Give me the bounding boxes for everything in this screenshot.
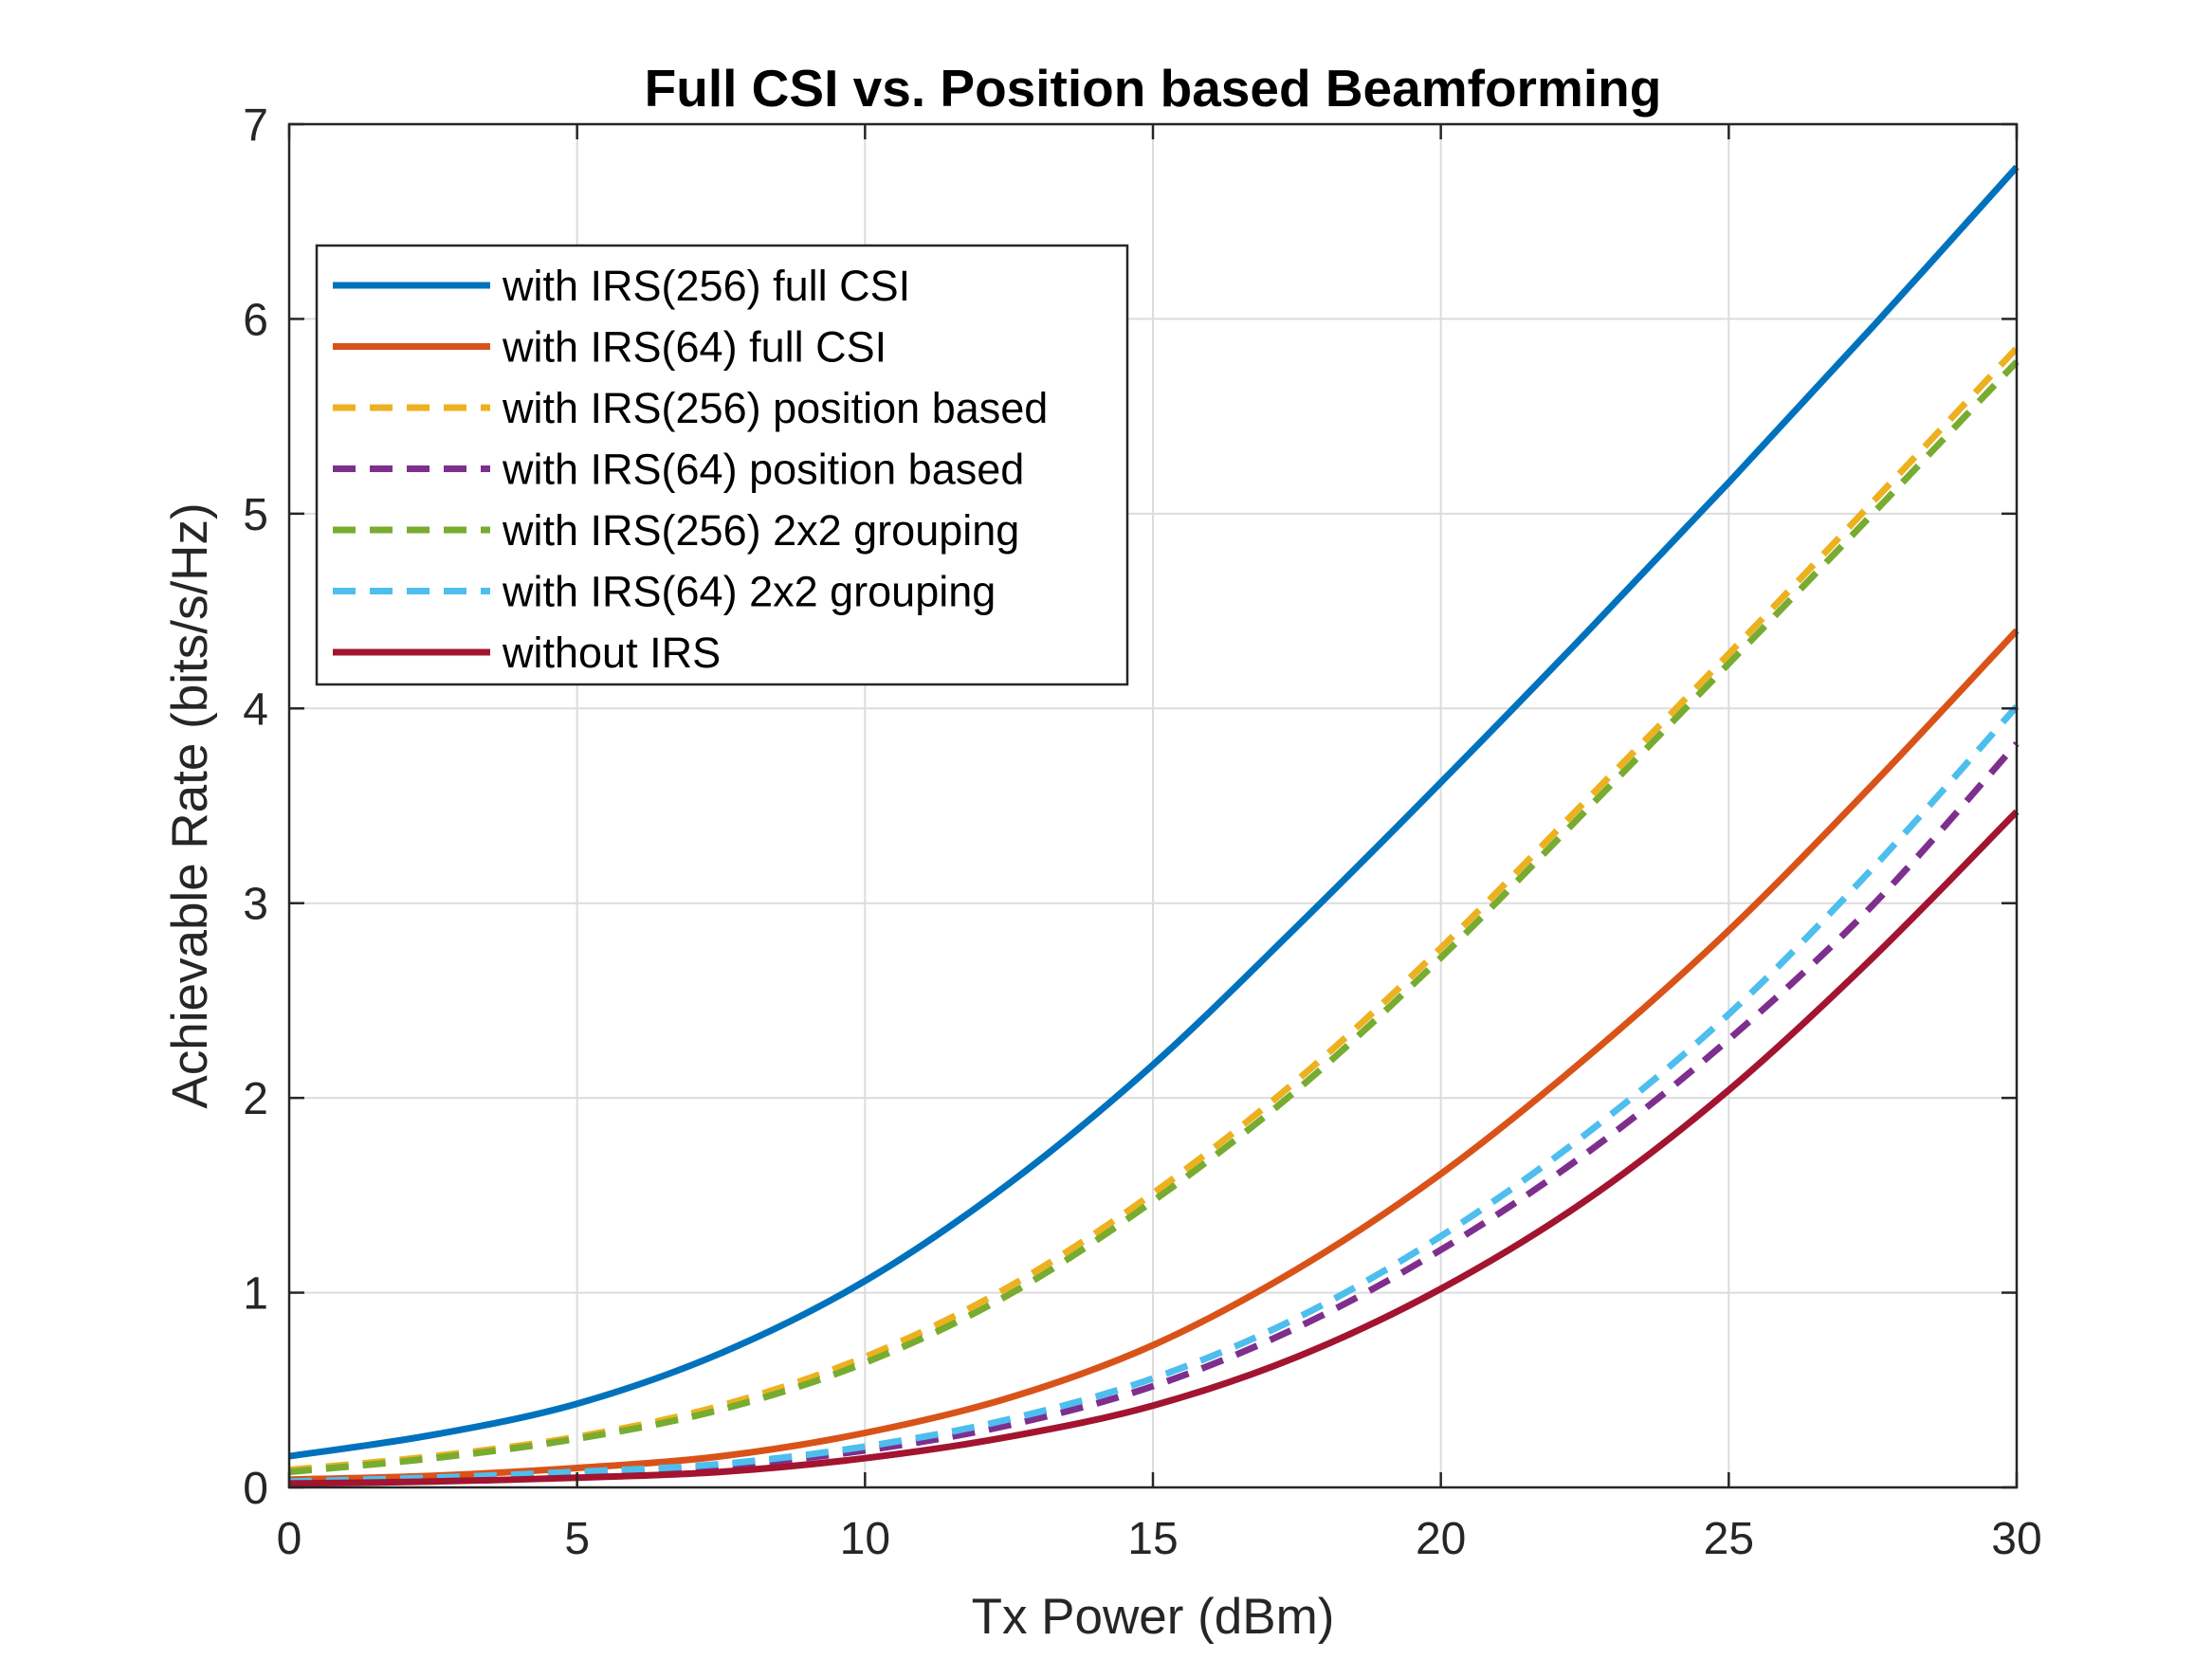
legend-label-4: with IRS(64) position based (502, 446, 1024, 494)
legend-box (315, 244, 1129, 686)
x-tick-label: 0 (277, 1514, 302, 1564)
y-axis-label: Achievable Rate (bits/s/Hz) (162, 502, 218, 1108)
x-tick-label: 5 (564, 1514, 590, 1564)
series-line-2 (288, 628, 2020, 1484)
y-tick-label: 3 (243, 880, 268, 930)
series-line-4 (288, 740, 2020, 1486)
x-tick-label: 30 (1991, 1514, 2041, 1564)
x-tick-label: 10 (840, 1514, 890, 1564)
y-tick-label: 2 (243, 1074, 268, 1124)
y-tick-label: 4 (243, 684, 268, 735)
y-tick-label: 1 (243, 1269, 268, 1320)
series-line-5 (288, 359, 2020, 1476)
x-tick-label: 20 (1416, 1514, 1466, 1564)
legend-label-1: with IRS(256) full CSI (502, 262, 910, 310)
series-line-1 (288, 164, 2020, 1460)
legend: with IRS(256) full CSI with IRS(64) full … (315, 244, 1129, 686)
y-tick-label: 5 (243, 490, 268, 540)
x-tick-label: 25 (1704, 1514, 1754, 1564)
legend-label-2: with IRS(64) full CSI (502, 323, 887, 372)
legend-label-7: without IRS (502, 629, 721, 677)
series-line-6 (288, 703, 2020, 1486)
chart-title: Full CSI vs. Position based Beamforming (645, 59, 1662, 118)
ticks: 0 5 10 15 20 25 30 0 1 2 3 4 5 6 7 (243, 100, 2041, 1564)
x-axis-label: Tx Power (dBm) (972, 1589, 1335, 1645)
y-tick-label: 7 (243, 100, 268, 151)
grid (289, 124, 2017, 1487)
legend-label-6: with IRS(64) 2x2 grouping (502, 568, 996, 616)
legend-label-5: with IRS(256) 2x2 grouping (502, 506, 1019, 555)
legend-label-3: with IRS(256) position based (502, 384, 1048, 432)
y-tick-label: 0 (243, 1464, 268, 1514)
y-tick-label: 6 (243, 295, 268, 345)
x-tick-label: 15 (1127, 1514, 1178, 1564)
